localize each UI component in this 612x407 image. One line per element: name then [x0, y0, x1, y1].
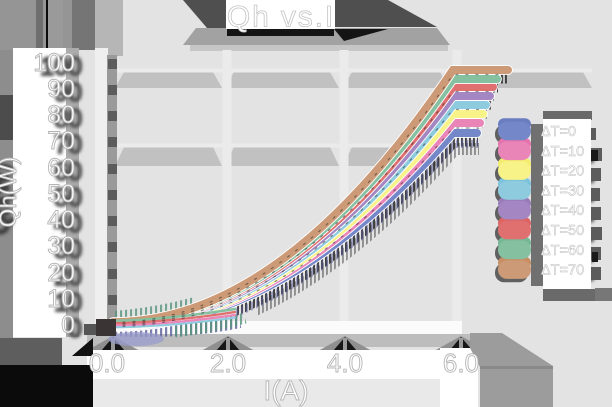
- svg-text:I(A): I(A): [263, 375, 308, 406]
- svg-text:ΔT=30: ΔT=30: [541, 183, 584, 199]
- svg-text:70: 70: [54, 131, 82, 159]
- svg-text:Qh(W): Qh(W): [0, 157, 22, 228]
- svg-text:100: 100: [40, 53, 82, 81]
- svg-text:10: 10: [47, 285, 75, 313]
- svg-text:4.0: 4.0: [327, 348, 363, 378]
- svg-text:90: 90: [47, 75, 75, 103]
- svg-text:30: 30: [54, 236, 82, 264]
- svg-text:20: 20: [54, 263, 82, 291]
- svg-text:ΔT=10: ΔT=10: [541, 144, 584, 160]
- svg-text:6.0: 6.0: [443, 348, 479, 378]
- svg-text:40: 40: [47, 206, 75, 234]
- svg-text:80: 80: [54, 105, 82, 133]
- svg-text:ΔT=60: ΔT=60: [541, 243, 584, 259]
- svg-text:ΔT=50: ΔT=50: [541, 223, 584, 239]
- svg-text:90: 90: [54, 79, 82, 107]
- svg-text:50: 50: [47, 180, 75, 208]
- svg-text:40: 40: [54, 210, 82, 238]
- svg-text:100: 100: [33, 49, 75, 77]
- svg-text:ΔT=20: ΔT=20: [541, 164, 584, 180]
- svg-text:ΔT=40: ΔT=40: [541, 203, 584, 219]
- svg-text:ΔT=0: ΔT=0: [541, 124, 576, 140]
- svg-text:Qh(W): Qh(W): [0, 164, 14, 235]
- svg-text:10: 10: [54, 289, 82, 317]
- svg-text:20: 20: [47, 259, 75, 287]
- svg-text:60: 60: [54, 158, 82, 186]
- svg-text:80: 80: [47, 101, 75, 129]
- svg-text:60: 60: [47, 154, 75, 182]
- svg-text:30: 30: [47, 232, 75, 260]
- svg-text:0.0: 0.0: [89, 348, 125, 378]
- svg-text:50: 50: [54, 184, 82, 212]
- svg-text:2.0: 2.0: [210, 348, 246, 378]
- svg-text:Qh vs.I: Qh vs.I: [227, 1, 335, 34]
- svg-text:ΔT=70: ΔT=70: [541, 263, 584, 279]
- svg-text:0: 0: [68, 315, 82, 343]
- svg-text:70: 70: [47, 127, 75, 155]
- svg-text:0: 0: [61, 311, 75, 339]
